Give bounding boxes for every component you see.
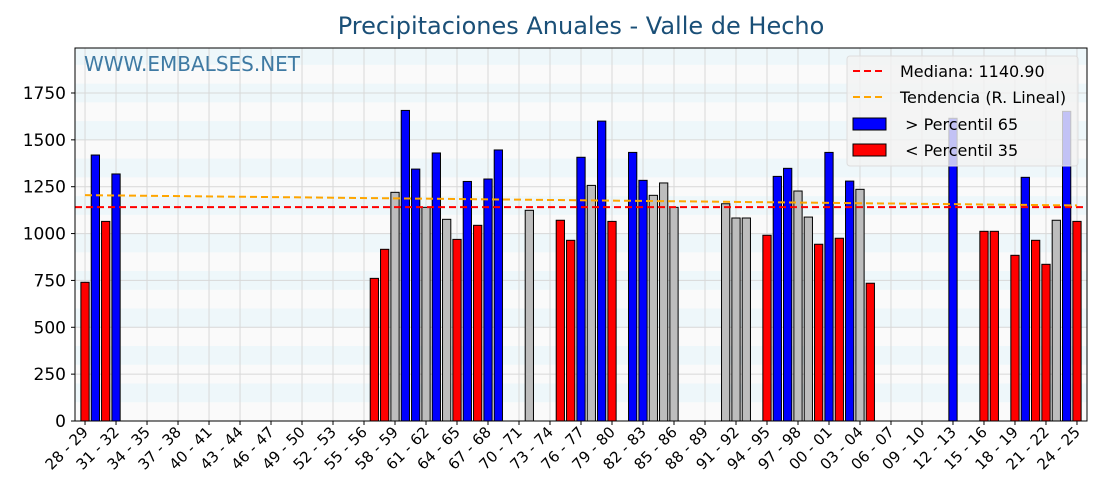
y-tick-label: 1250 [23,178,66,198]
bar-1974 [555,219,565,422]
y-tick-label: 1750 [23,84,66,104]
bar-1967 [483,178,493,422]
bar-1968 [493,149,503,422]
bar-1961 [421,206,431,422]
bar-1962 [431,152,441,422]
watermark: WWW.EMBALSES.NET [84,52,301,76]
bar-2019 [1020,176,1030,422]
bar-1975 [566,239,576,422]
trend-line [85,194,1077,207]
bar-2002 [845,180,855,422]
bar-1966 [473,224,483,422]
y-tick-label: 0 [55,412,66,432]
bar-1963 [442,218,452,422]
legend-box [846,55,1079,167]
bar-1990 [721,203,731,422]
bar-1965 [462,180,472,422]
bar-1930 [101,220,111,422]
bar-1976 [576,156,586,422]
bar-1984 [659,182,669,422]
legend-median-label: Mediana: 1140.90 [900,62,1045,81]
bar-1931 [111,173,121,422]
bar-1964 [452,238,462,422]
bar-1983 [648,194,658,422]
bar-2000 [824,151,834,422]
bar-1979 [607,220,617,422]
chart-title: Precipitaciones Anuales - Valle de Hecho [338,12,825,40]
bar-1997 [793,190,803,422]
bar-1959 [400,109,410,422]
bar-1958 [390,191,400,422]
bar-2024 [1072,220,1082,422]
bar-1978 [597,120,607,422]
bar-2016 [989,230,999,422]
y-tick-label: 250 [34,365,66,385]
bar-1991 [731,217,741,422]
bar-1956 [369,277,379,422]
bar-1985 [669,206,679,422]
legend-trend-label: Tendencia (R. Lineal) [899,88,1066,107]
y-tick-label: 1500 [23,131,66,151]
legend-high-swatch [852,117,887,131]
bar-2020 [1031,239,1041,422]
bar-1982 [638,179,648,422]
bar-2015 [979,230,989,422]
y-tick-label: 750 [34,271,66,291]
bar-1971 [524,209,534,422]
legend-low-swatch [852,143,887,157]
bar-1957 [380,248,390,422]
legend: Mediana: 1140.90 Tendencia (R. Lineal) >… [846,55,1079,167]
y-tick-label: 500 [34,318,66,338]
legend-high-label: > Percentil 65 [900,115,1018,134]
bar-1981 [628,151,638,422]
bar-1928 [80,281,90,422]
bar-2018 [1010,254,1020,422]
bar-1995 [772,175,782,422]
bars [80,109,1082,422]
bar-1977 [586,184,596,422]
y-axis: 0 250 500 750 1000 1250 1500 1750 [23,84,75,432]
legend-low-label: < Percentil 35 [900,141,1018,160]
bar-1998 [803,216,813,422]
bar-1992 [741,217,751,422]
bar-2003 [855,188,865,422]
bar-2021 [1041,263,1051,422]
bar-1994 [762,234,772,422]
bar-1999 [814,243,824,422]
y-tick-label: 1000 [23,225,66,245]
bar-2004 [865,282,875,422]
bar-2001 [834,237,844,422]
bar-2022 [1051,219,1061,422]
